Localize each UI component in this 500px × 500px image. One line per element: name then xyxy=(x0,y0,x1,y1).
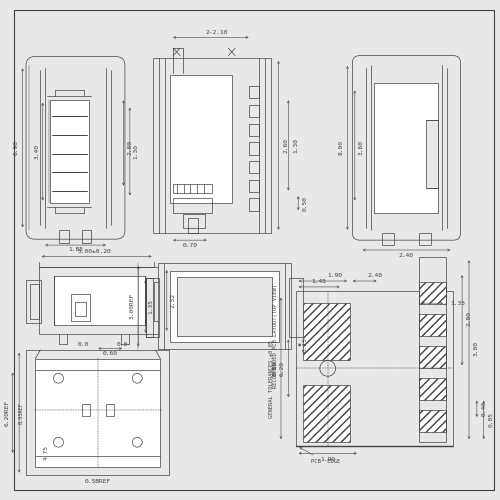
Bar xyxy=(249,180,259,192)
Bar xyxy=(296,291,453,446)
Bar xyxy=(54,276,144,325)
Text: 2.40: 2.40 xyxy=(367,272,382,278)
Text: 0.0: 0.0 xyxy=(117,342,128,346)
Bar xyxy=(426,120,438,188)
Text: 8.80: 8.80 xyxy=(272,361,278,376)
Bar xyxy=(249,124,259,136)
Text: 1.35: 1.35 xyxy=(450,300,466,306)
Bar xyxy=(26,280,42,323)
Bar xyxy=(170,270,278,342)
Text: 0.0: 0.0 xyxy=(78,342,88,346)
Text: 6.90: 6.90 xyxy=(14,140,18,156)
Bar xyxy=(170,76,232,203)
Text: 1.30: 1.30 xyxy=(134,144,139,159)
Text: 0.5BREF: 0.5BREF xyxy=(84,479,111,484)
Text: 0.55: 0.55 xyxy=(0,377,2,390)
Bar xyxy=(419,258,446,442)
Bar xyxy=(249,142,259,154)
Bar xyxy=(249,86,259,99)
Bar xyxy=(419,378,446,400)
Bar xyxy=(71,294,90,322)
FancyBboxPatch shape xyxy=(26,56,125,239)
Text: 8.00: 8.00 xyxy=(338,140,344,156)
Bar xyxy=(60,230,70,242)
Bar xyxy=(249,161,259,173)
Bar xyxy=(153,58,271,233)
Bar xyxy=(82,230,92,242)
Bar xyxy=(419,282,446,304)
Text: 2.80: 2.80 xyxy=(466,312,471,326)
Bar xyxy=(39,267,162,334)
Text: 0.85: 0.85 xyxy=(488,412,493,428)
Bar xyxy=(303,303,350,360)
Text: 2.80: 2.80 xyxy=(128,140,133,156)
FancyBboxPatch shape xyxy=(352,56,461,240)
Bar xyxy=(188,218,198,233)
Text: 0.60: 0.60 xyxy=(102,351,118,356)
Text: 0.15: 0.15 xyxy=(303,338,308,352)
Bar xyxy=(158,264,291,350)
Bar xyxy=(419,346,446,368)
Text: 4.75: 4.75 xyxy=(44,444,49,460)
Bar xyxy=(249,198,259,210)
Text: 0.40: 0.40 xyxy=(482,402,486,416)
Text: RECOMMENDED PCB LAYOUT(TOP VIEW): RECOMMENDED PCB LAYOUT(TOP VIEW) xyxy=(272,284,278,389)
Bar xyxy=(382,233,394,245)
Text: 3.00REF: 3.00REF xyxy=(130,293,135,320)
Text: 1.85: 1.85 xyxy=(68,248,83,252)
Bar xyxy=(419,233,431,245)
Bar xyxy=(106,404,114,416)
Bar xyxy=(146,278,160,337)
Bar xyxy=(50,100,89,203)
Bar xyxy=(303,386,350,442)
Bar xyxy=(182,214,204,228)
Bar xyxy=(154,282,164,322)
Text: 0.70: 0.70 xyxy=(182,242,198,248)
Bar xyxy=(146,278,153,337)
Bar xyxy=(82,404,90,416)
Text: 5.00±0.20: 5.00±0.20 xyxy=(78,249,111,254)
Text: 1.35: 1.35 xyxy=(148,299,153,314)
Bar xyxy=(249,105,259,117)
Text: 3.60: 3.60 xyxy=(358,140,363,156)
Bar xyxy=(30,284,40,319)
Text: PCB  EDGE: PCB EDGE xyxy=(300,448,340,464)
Text: 8.05REF: 8.05REF xyxy=(19,402,24,423)
Text: 1.90: 1.90 xyxy=(328,272,342,278)
Bar xyxy=(290,278,303,337)
Bar xyxy=(176,276,272,336)
Text: 1.90: 1.90 xyxy=(320,456,335,462)
Bar xyxy=(74,302,86,316)
Bar xyxy=(172,184,212,194)
Text: GENERAL TOLERANCES:±0.05: GENERAL TOLERANCES:±0.05 xyxy=(268,340,274,418)
Bar xyxy=(374,82,438,213)
Bar xyxy=(36,359,160,467)
Text: 6.20REF: 6.20REF xyxy=(4,400,10,426)
Text: 2.40: 2.40 xyxy=(399,253,414,258)
Text: 1.45: 1.45 xyxy=(312,278,326,283)
Text: 3.40: 3.40 xyxy=(34,144,40,159)
Text: 1.30: 1.30 xyxy=(293,138,298,153)
Text: 2-2.10: 2-2.10 xyxy=(206,30,228,35)
Text: 2.52: 2.52 xyxy=(170,293,175,308)
Text: 2.60: 2.60 xyxy=(284,138,288,153)
Bar xyxy=(172,198,212,213)
Text: 3.80: 3.80 xyxy=(474,341,478,356)
Text: 0.50: 0.50 xyxy=(303,196,308,210)
Text: 6.20: 6.20 xyxy=(280,361,285,376)
Bar xyxy=(419,314,446,336)
Bar xyxy=(419,410,446,432)
Bar xyxy=(26,350,169,476)
